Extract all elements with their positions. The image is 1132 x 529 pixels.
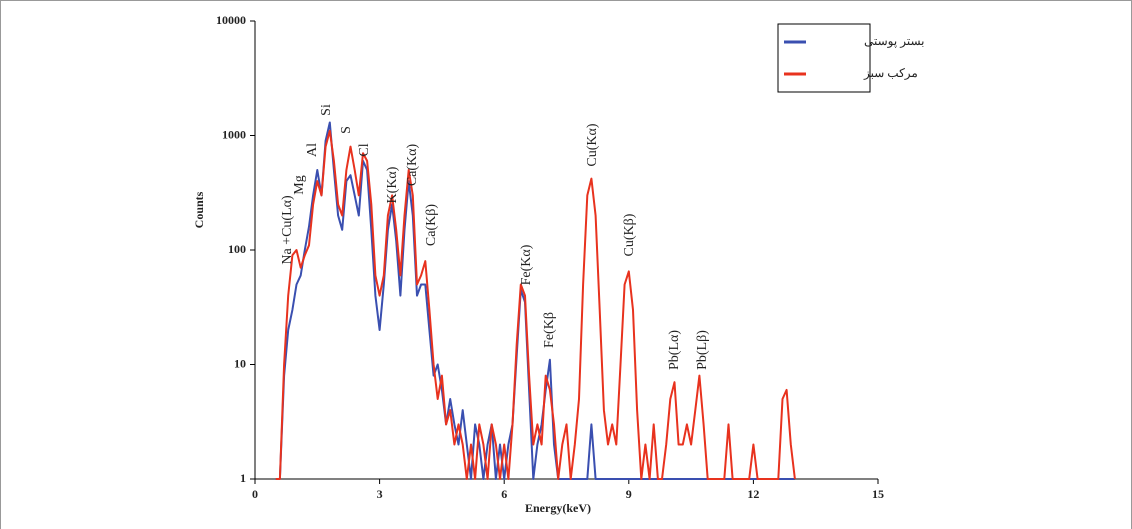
peak-label: Cl: [357, 143, 372, 156]
series-line: [275, 129, 796, 480]
peak-label: Pb(Lβ): [695, 330, 710, 370]
legend: [777, 23, 871, 93]
peak-label: Mg: [292, 175, 307, 194]
y-tick-label: 1000: [222, 127, 246, 141]
x-tick-label: 6: [501, 487, 507, 501]
peak-label: Cu(Kβ): [622, 213, 637, 256]
y-tick-label: 10: [234, 356, 246, 370]
y-tick-label: 100: [228, 242, 246, 256]
x-tick-label: 0: [252, 487, 258, 501]
series-line: [275, 121, 795, 480]
x-tick-label: 9: [626, 487, 632, 501]
peak-label: Al: [305, 143, 320, 157]
x-tick-label: 12: [747, 487, 759, 501]
x-tick-label: 3: [377, 487, 383, 501]
legend-label: بستر پوستی: [864, 34, 925, 48]
y-tick-label: 1: [240, 471, 246, 485]
x-axis-label: Energy(keV): [525, 501, 591, 515]
y-tick-label: 10000: [216, 13, 246, 27]
peak-label: Fe(Kβ: [542, 312, 557, 348]
peak-label: Ca(Kα): [405, 144, 420, 187]
x-tick-label: 15: [872, 487, 884, 501]
peak-label: Cu(Kα): [585, 123, 600, 166]
peak-label: Fe(Kα): [519, 244, 534, 285]
peak-label: Pb(Lα): [667, 330, 682, 370]
peak-label: Ca(Kβ): [424, 204, 439, 246]
peak-label: S: [339, 126, 354, 134]
legend-label: مرکب سبز: [863, 66, 918, 80]
peak-label: Si: [319, 104, 334, 116]
y-axis-label: Counts: [192, 191, 206, 228]
peak-label: K(Kα): [385, 166, 400, 203]
peak-label: Na +Cu(Lα): [280, 195, 295, 265]
